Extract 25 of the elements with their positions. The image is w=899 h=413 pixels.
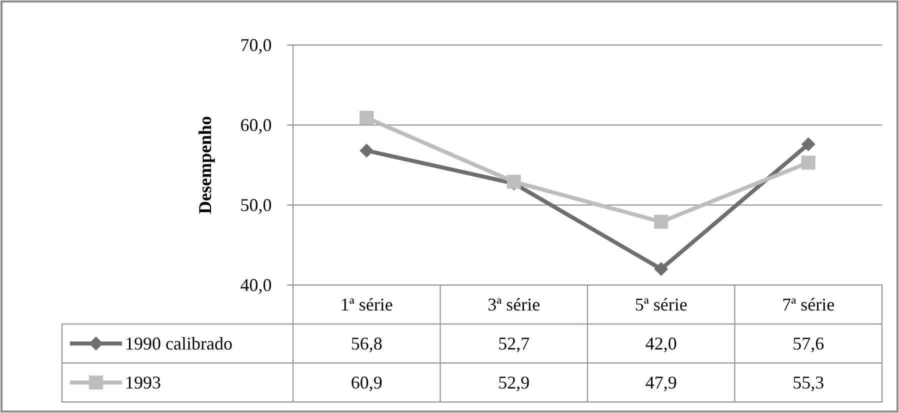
data-label: 57,6 [792,334,824,354]
y-tick-label: 40,0 [240,275,272,295]
data-label: 42,0 [645,334,677,354]
y-tick-label: 50,0 [240,195,272,215]
legend-label: 1990 calibrado [125,334,232,354]
y-axis-title: Desempenho [195,116,215,214]
point [360,144,374,158]
x-tick-label: 5ª série [634,294,688,314]
x-tick-label: 7ª série [782,294,835,314]
data-label: 56,8 [350,334,382,354]
data-label: 47,9 [645,372,677,392]
point [801,156,816,170]
y-tick-label: 60,0 [240,115,272,135]
point [360,110,374,125]
data-label: 52,7 [498,334,530,354]
data-label: 55,3 [792,372,824,392]
x-tick-label: 1ª série [340,294,393,314]
legend-label: 1993 [125,372,161,392]
data-label: 60,9 [350,372,382,392]
y-tick-label: 70,0 [240,35,272,55]
point [654,214,668,229]
x-tick-label: 3ª série [488,294,540,314]
point [654,262,668,276]
point [801,137,816,152]
data-label: 52,9 [498,372,530,392]
